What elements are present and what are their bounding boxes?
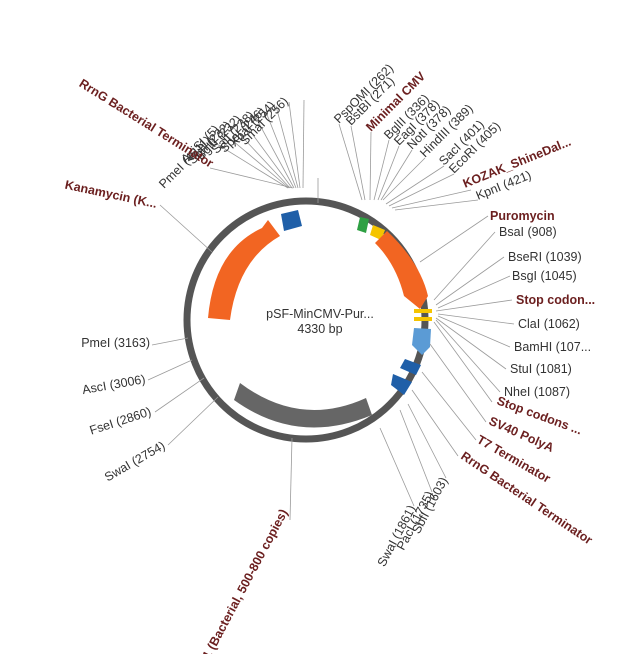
rrng-terminator-bottom[interactable] (391, 374, 412, 395)
site-bamhi-107[interactable]: BamHI (107... (514, 340, 591, 354)
sv40-polya-arrow[interactable] (412, 328, 431, 355)
feature-stop-codon[interactable]: Stop codon... (516, 293, 595, 307)
rrng-terminator-top[interactable] (281, 210, 302, 231)
kanamycin-arrow[interactable] (208, 220, 280, 320)
feature-kanamycin[interactable]: Kanamycin (K... (64, 178, 159, 211)
feature-puromycin[interactable]: Puromycin (490, 209, 555, 223)
pmb1-origin-arc[interactable] (234, 383, 372, 428)
site-asci-3006[interactable]: AscI (3006) (81, 372, 146, 397)
site-stui-1081[interactable]: StuI (1081) (510, 362, 572, 376)
feature-pmb1-origin[interactable]: pMB1 (Bacterial, 500-800 copies) (187, 507, 291, 654)
feature-rrng-terminator-top[interactable]: RrnG Bacterial Terminator (77, 76, 216, 170)
stop-codon-marker[interactable] (414, 309, 432, 313)
puromycin-arrow[interactable] (375, 231, 428, 309)
site-nhei-1087[interactable]: NheI (1087) (504, 385, 570, 399)
site-fsei-2860[interactable]: FseI (2860) (88, 405, 153, 438)
plasmid-size: 4330 bp (297, 322, 342, 336)
site-bsai-908[interactable]: BsaI (908) (499, 225, 557, 239)
site-clai-1062[interactable]: ClaI (1062) (518, 317, 580, 331)
minimal-cmv-marker[interactable] (357, 217, 369, 233)
site-bseri-1039[interactable]: BseRI (1039) (508, 250, 582, 264)
site-bsgi-1045[interactable]: BsgI (1045) (512, 269, 577, 283)
site-pmei-3163[interactable]: PmeI (3163) (81, 336, 150, 350)
site-swai-2754[interactable]: SwaI (2754) (102, 438, 167, 484)
stop-codons-marker[interactable] (414, 317, 432, 321)
leader-lines (147, 99, 515, 521)
kozak-marker[interactable] (370, 225, 385, 240)
plasmid-name: pSF-MinCMV-Pur... (266, 307, 374, 321)
t7-terminator-marker[interactable] (400, 359, 421, 375)
